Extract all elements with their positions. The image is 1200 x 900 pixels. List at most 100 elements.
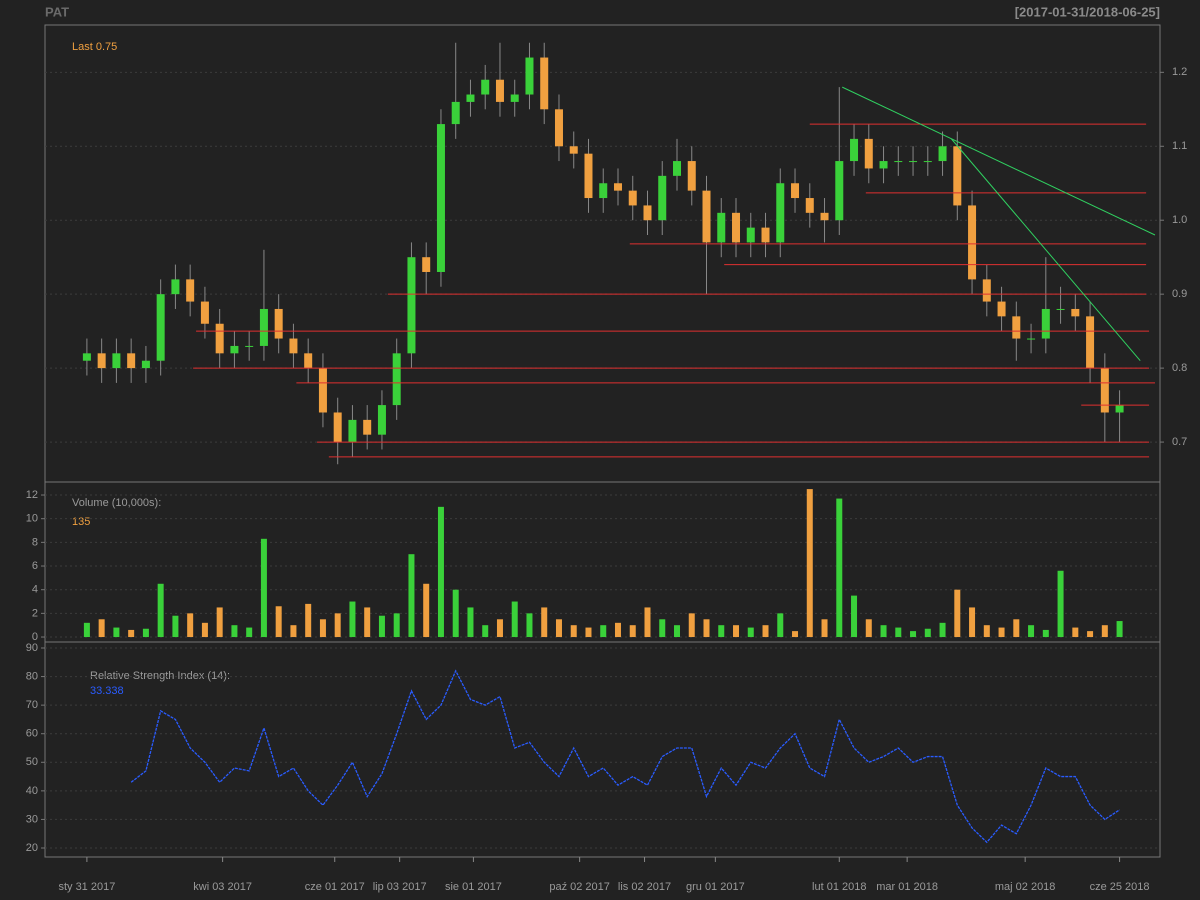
volume-bar — [1058, 571, 1064, 637]
y-tick-label: 12 — [26, 489, 38, 501]
candle-body — [496, 80, 504, 102]
volume-bar — [881, 625, 887, 637]
volume-bar — [349, 602, 355, 638]
volume-bar — [497, 619, 503, 637]
volume-bar — [615, 623, 621, 637]
volume-bar — [910, 631, 916, 637]
page: PAT [2017-01-31/2018-06-25] Last 0.75 Vo… — [0, 0, 1200, 900]
candle-body — [776, 183, 784, 242]
volume-bar — [1013, 619, 1019, 637]
y-tick-label: 80 — [26, 670, 38, 682]
y-tick-label: 0.8 — [1172, 362, 1187, 374]
volume-bar — [143, 629, 149, 637]
x-tick-label: lip 03 2017 — [373, 881, 427, 893]
candle-body — [363, 420, 371, 435]
volume-bar — [571, 625, 577, 637]
candle-body — [1057, 309, 1065, 310]
volume-bar — [128, 630, 134, 637]
volume-bar — [556, 619, 562, 637]
volume-bar — [467, 607, 473, 637]
candle-body — [186, 279, 194, 301]
volume-bar — [984, 625, 990, 637]
y-tick-label: 60 — [26, 728, 38, 740]
candle-body — [334, 412, 342, 442]
volume-bar — [940, 623, 946, 637]
candle-body — [289, 339, 297, 354]
volume-bar — [261, 539, 267, 637]
candle-body — [835, 161, 843, 220]
candle-body — [216, 324, 224, 354]
volume-bar — [1117, 621, 1123, 637]
volume-bar — [290, 625, 296, 637]
y-tick-label: 70 — [26, 699, 38, 711]
volume-bar — [172, 616, 178, 637]
candle-body — [142, 361, 150, 368]
x-tick-label: lis 02 2017 — [618, 881, 671, 893]
candle-body — [688, 161, 696, 191]
candle-body — [953, 146, 961, 205]
candle-body — [319, 368, 327, 412]
volume-bar — [969, 607, 975, 637]
x-tick-label: cze 01 2017 — [305, 881, 365, 893]
x-tick-label: sie 01 2017 — [445, 881, 502, 893]
candle-body — [968, 205, 976, 279]
x-tick-label: lut 01 2018 — [812, 881, 866, 893]
x-tick-label: mar 01 2018 — [876, 881, 938, 893]
rsi-last: 33.338 — [90, 685, 124, 697]
volume-bar — [644, 607, 650, 637]
x-tick-label: cze 25 2018 — [1090, 881, 1150, 893]
candle-body — [673, 161, 681, 176]
candle-body — [511, 95, 519, 102]
volume-bar — [777, 613, 783, 637]
volume-bar — [408, 554, 414, 637]
candle-body — [1116, 405, 1124, 412]
y-tick-label: 4 — [32, 584, 38, 596]
candle-body — [1071, 309, 1079, 316]
candle-body — [924, 161, 932, 162]
candle-body — [304, 353, 312, 368]
volume-bar — [276, 606, 282, 637]
volume-bar — [704, 619, 710, 637]
volume-bar — [630, 625, 636, 637]
volume-bar — [84, 623, 90, 637]
candle-body — [348, 420, 356, 442]
volume-bar — [718, 625, 724, 637]
candle-body — [98, 353, 106, 368]
y-tick-label: 0.7 — [1172, 436, 1187, 448]
candle-body — [1027, 339, 1035, 340]
volume-last: 135 — [72, 516, 90, 528]
volume-bar — [1072, 628, 1078, 637]
volume-bar — [748, 628, 754, 637]
candle-body — [570, 146, 578, 153]
candle-body — [939, 146, 947, 161]
candle-body — [157, 294, 165, 361]
rsi-label: Relative Strength Index (14): — [90, 670, 230, 682]
candle-body — [112, 353, 120, 368]
candle-body — [703, 191, 711, 243]
volume-bar — [99, 619, 105, 637]
candle-body — [1101, 368, 1109, 412]
volume-bar — [394, 613, 400, 637]
candle-body — [275, 309, 283, 339]
candle-body — [481, 80, 489, 95]
candle-body — [230, 346, 238, 353]
candle-body — [599, 183, 607, 198]
candle-body — [127, 353, 135, 368]
candle-body — [407, 257, 415, 353]
volume-bar — [851, 596, 857, 637]
y-tick-label: 6 — [32, 560, 38, 572]
candle-body — [806, 198, 814, 213]
volume-bar — [792, 631, 798, 637]
candle-body — [83, 353, 91, 360]
volume-bar — [689, 613, 695, 637]
volume-bar — [364, 607, 370, 637]
candle-body — [747, 228, 755, 243]
volume-bar — [836, 499, 842, 637]
candle-body — [894, 161, 902, 162]
volume-bar — [423, 584, 429, 637]
y-tick-label: 1.2 — [1172, 66, 1187, 78]
volume-bar — [807, 489, 813, 637]
volume-bar — [305, 604, 311, 637]
candle-body — [909, 161, 917, 162]
volume-bar — [187, 613, 193, 637]
